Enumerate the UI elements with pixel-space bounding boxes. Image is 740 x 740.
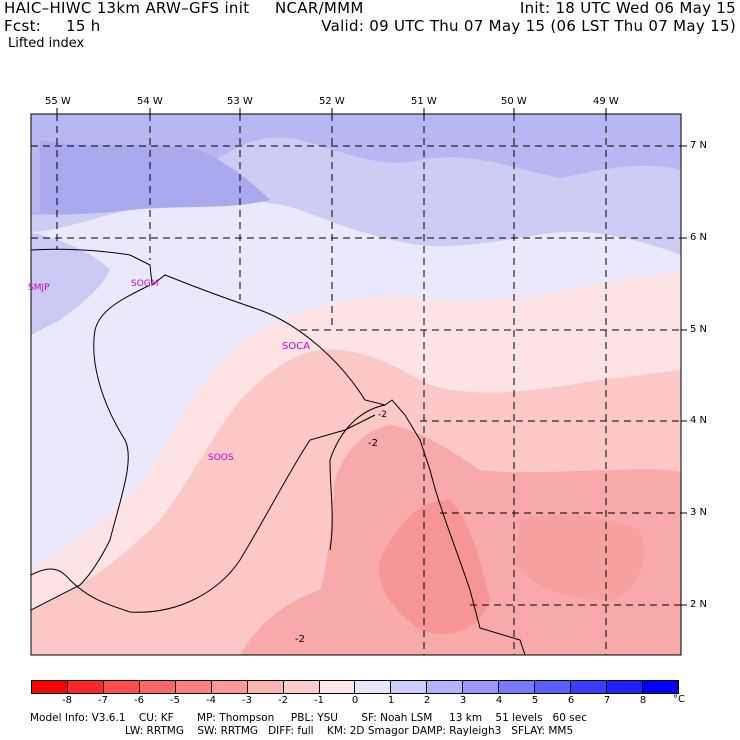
colorbar-swatch [391,681,428,693]
fcst-label: Fcst: [4,17,42,35]
field-patch-northwest [40,140,270,215]
station-label: SOOS [208,453,234,463]
colorbar-tick-label: -8 [62,695,72,706]
border-south [31,414,376,613]
colorbar-swatch [319,681,356,693]
field-patch-red-east [515,514,644,600]
colorbar-swatch [103,681,140,693]
colorbar [31,680,679,694]
colorbar-tick-label: 0 [351,695,359,706]
field-name: Lifted index [8,36,85,51]
colorbar-swatch [67,681,104,693]
colorbar-tick-label: -6 [134,695,144,706]
init-time: Init: 18 UTC Wed 06 May 15 [519,0,736,17]
contour-label: -2 [378,410,387,420]
field-patch-west [31,232,110,335]
model-info-line2: LW: RRTMG SW: RRTMG DIFF: full KM: 2D Sm… [125,725,574,737]
colorbar-ticks: -8 -7 -6 -5 -4 -3 -2 -1 0 1 2 3 4 5 6 7 8 [31,695,679,709]
colorbar-swatch [175,681,212,693]
field-band-north-strong [31,114,681,215]
lon-label: 49 W [593,96,619,107]
lon-label: 50 W [501,96,527,107]
colorbar-tick-label: -4 [206,695,216,706]
station-label: SMJP [28,283,50,293]
lon-label: 54 W [137,96,163,107]
colorbar-tick-label: 2 [423,695,431,706]
colorbar-swatch [211,681,248,693]
coastline-borders [31,248,526,655]
model-title: HAIC–HIWC 13km ARW–GFS init [4,0,250,17]
coastline [31,248,526,655]
colorbar-unit: °C [673,694,685,705]
colorbar-tick-label: -2 [278,695,288,706]
contour-label: -2 [295,634,305,645]
map-field [31,114,681,655]
colorbar-tick-label: -7 [98,695,108,706]
colorbar-swatch [642,681,678,693]
lat-label: 7 N [690,140,708,151]
lat-label: 2 N [690,599,708,610]
colorbar-tick-label: -5 [170,695,180,706]
colorbar-tick-label: -1 [314,695,324,706]
valid-time: Valid: 09 UTC Thu 07 May 15 (06 LST Thu … [321,17,736,35]
colorbar-tick-label: 4 [495,695,503,706]
contour-label: -2 [368,438,378,449]
colorbar-tick-label: 3 [459,695,467,706]
colorbar-tick-label: 5 [531,695,539,706]
axis-ticks [56,108,687,606]
colorbar-swatch [32,681,68,693]
fcst-value: 15 h [66,17,101,35]
lat-label: 5 N [690,324,708,335]
graticule [31,114,681,655]
colorbar-tick-label: 8 [639,695,647,706]
lat-label: 3 N [690,507,708,518]
colorbar-tick-label: 1 [387,695,395,706]
colorbar-swatch [283,681,320,693]
colorbar-swatch [247,681,284,693]
model-info-line1: Model Info: V3.6.1 CU: KF MP: Thompson P… [30,712,587,724]
lon-label: 52 W [319,96,345,107]
colorbar-swatch [355,681,392,693]
station-label: SOGM [131,279,159,289]
station-label: SOCA [282,341,311,352]
colorbar-swatch [607,681,643,693]
colorbar-swatch [427,681,464,693]
colorbar-swatch [571,681,607,693]
colorbar-swatch [535,681,572,693]
org-label: NCAR/MMM [275,0,364,17]
lon-label: 53 W [227,96,253,107]
lon-label: 51 W [411,96,437,107]
lon-label: 55 W [45,96,71,107]
map-frame [30,113,682,656]
lat-label: 4 N [690,415,708,426]
border-suriname-guyana [31,284,151,611]
lat-label: 6 N [690,232,708,243]
colorbar-tick-label: 6 [567,695,575,706]
colorbar-swatch [499,681,536,693]
border-oyapock [329,404,386,551]
colorbar-tick-label: 7 [603,695,611,706]
colorbar-tick-label: -3 [242,695,252,706]
field-patch-red-core [379,500,490,634]
colorbar-swatch [139,681,176,693]
colorbar-swatch [463,681,500,693]
